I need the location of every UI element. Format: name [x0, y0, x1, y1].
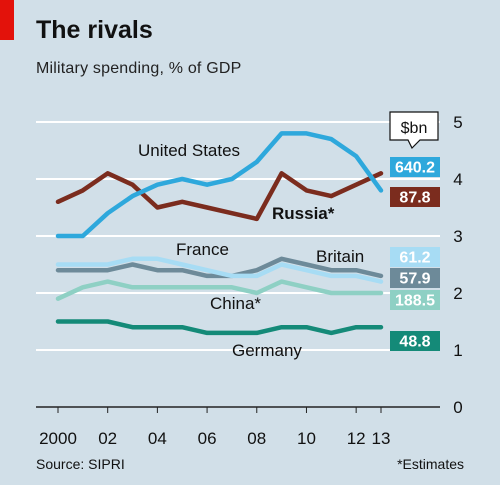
series-line: [55, 279, 384, 301]
y-tick-label: 3: [453, 227, 462, 246]
spending-badge: [390, 331, 440, 351]
spending-badge: [390, 187, 440, 207]
x-tick-label: 06: [198, 429, 217, 448]
spending-badge: [390, 247, 440, 267]
spending-badge: [390, 290, 440, 310]
x-tick-label: 13: [372, 429, 391, 448]
spending-value: 87.8: [399, 190, 430, 207]
series-label: Germany: [232, 341, 302, 360]
series-line: [55, 319, 384, 336]
y-tick-label: 4: [453, 170, 462, 189]
series-label: United States: [138, 141, 240, 160]
source-note: Source: SIPRI: [36, 456, 125, 472]
series-label: China*: [210, 294, 261, 313]
series-label: France: [176, 240, 229, 259]
spending-value: 48.8: [399, 334, 430, 351]
y-tick-label: 1: [453, 341, 462, 360]
x-tick-label: 12: [347, 429, 366, 448]
y-tick-label: 2: [453, 284, 462, 303]
spending-value: 61.2: [399, 250, 430, 267]
estimates-footnote: *Estimates: [397, 456, 464, 472]
series-line: [55, 171, 384, 222]
y-tick-label: 5: [453, 113, 462, 132]
x-tick-label: 2000: [39, 429, 77, 448]
x-tick-label: 02: [98, 429, 117, 448]
spending-header-callout: [389, 111, 439, 150]
series-line: [55, 256, 384, 279]
series-line: [55, 256, 384, 284]
y-tick-label: 0: [453, 398, 462, 417]
spending-value: 188.5: [395, 293, 435, 310]
chart-subtitle: Military spending, % of GDP: [36, 60, 242, 77]
x-tick-label: 08: [247, 429, 266, 448]
brand-accent-bar: [0, 0, 14, 40]
spending-badge: [390, 157, 440, 177]
spending-value: 640.2: [395, 160, 435, 177]
series-label: Britain: [316, 247, 364, 266]
series-line: [55, 131, 384, 239]
x-tick-label: 04: [148, 429, 167, 448]
series-label: Russia*: [272, 204, 335, 223]
spending-value: 57.9: [399, 271, 430, 288]
x-tick-label: 10: [297, 429, 316, 448]
chart-title: The rivals: [36, 16, 153, 44]
spending-badge: [390, 268, 440, 288]
spending-header-label: $bn: [401, 120, 428, 137]
